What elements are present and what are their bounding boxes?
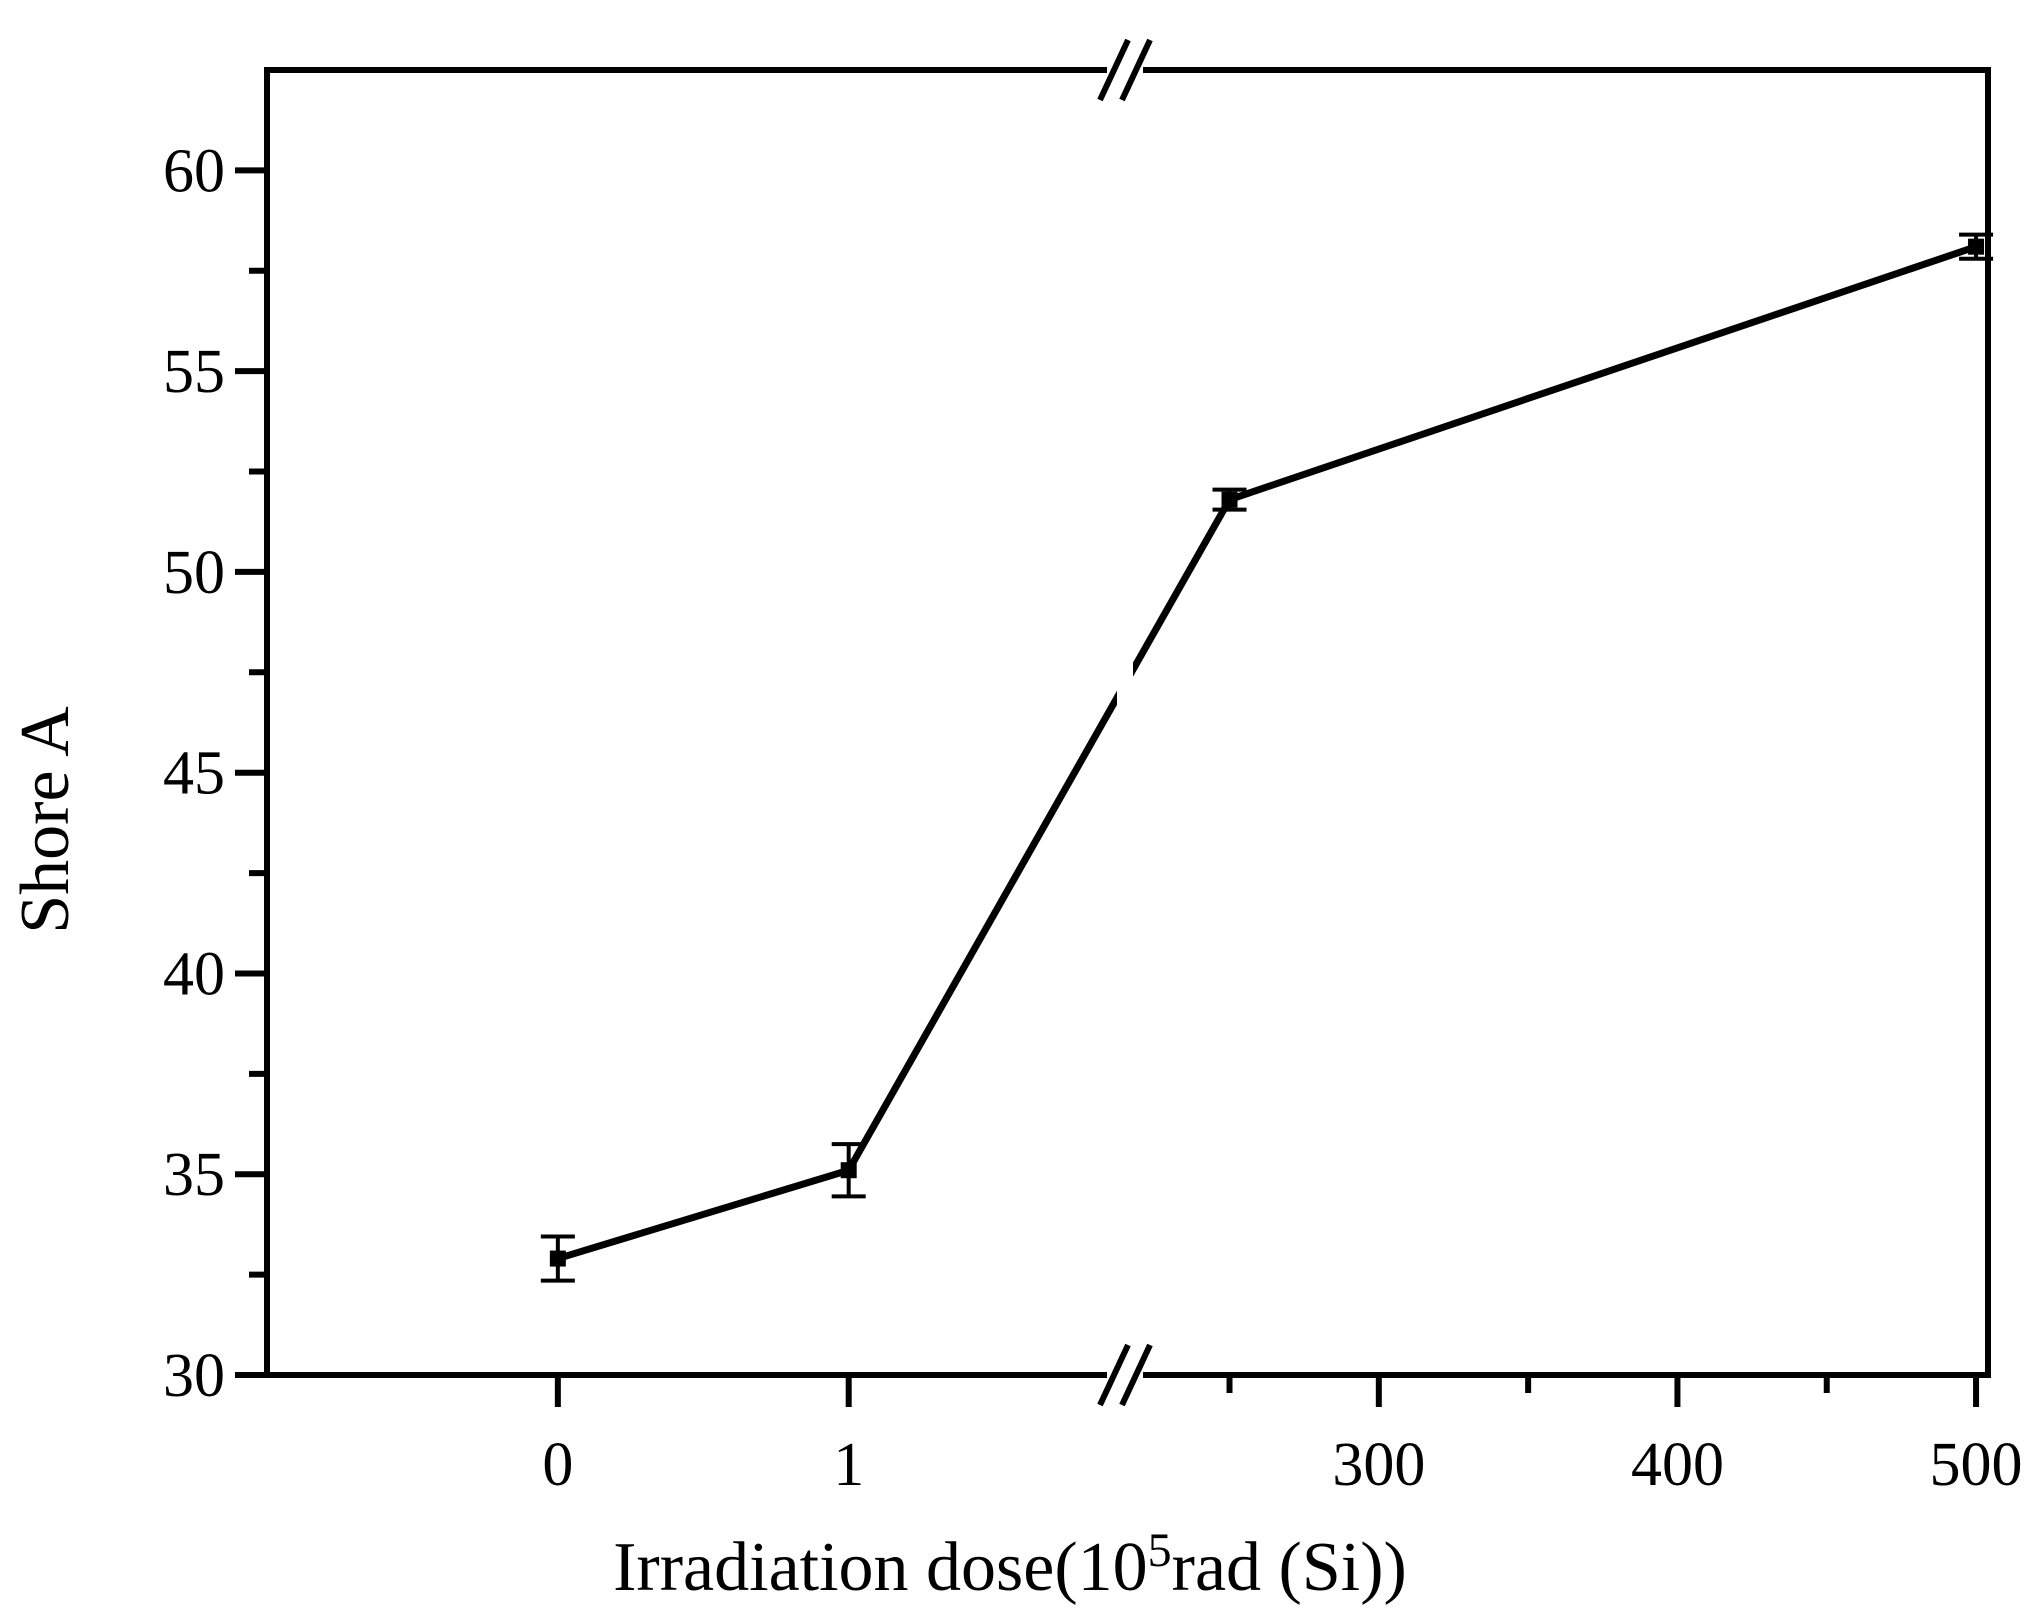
x-axis-title: Irradiation dose(105rad (Si)) <box>613 1524 1407 1606</box>
x-tick-label: 500 <box>1930 1431 2023 1499</box>
series-line-segment <box>845 497 1233 1172</box>
axis-break-mark-top-1 <box>1119 38 1153 102</box>
y-tick-label: 35 <box>163 1141 225 1209</box>
x-axis-title-superscript: 5 <box>1148 1524 1172 1577</box>
axis-break-mark-bottom-1 <box>1119 1343 1153 1407</box>
line-break-gap <box>1117 652 1133 753</box>
y-tick-label: 45 <box>163 740 225 808</box>
y-tick-label: 60 <box>163 137 225 205</box>
data-point-marker <box>1968 238 1985 255</box>
x-tick-label: 300 <box>1332 1431 1425 1499</box>
series-line-segment <box>556 1166 850 1262</box>
x-tick-label: 400 <box>1631 1431 1724 1499</box>
data-point-marker <box>840 1162 857 1179</box>
y-axis-title: Shore A <box>7 706 84 934</box>
axis-break-mark-bottom-0 <box>1097 1343 1131 1407</box>
y-tick-label: 50 <box>163 539 225 607</box>
x-axis-title-suffix: rad (Si)) <box>1172 1529 1407 1606</box>
x-tick-label: 1 <box>833 1431 864 1499</box>
y-tick-label: 40 <box>163 940 225 1008</box>
series-line-segment <box>1228 243 1978 503</box>
labels-layer: Shore A Irradiation dose(105rad (Si)) 30… <box>7 137 2023 1606</box>
x-axis-title-prefix: Irradiation dose(10 <box>613 1529 1148 1606</box>
axis-break-mark-top-0 <box>1097 38 1131 102</box>
axes-layer <box>235 38 1991 1407</box>
data-point-marker <box>549 1250 566 1267</box>
x-tick-label: 0 <box>542 1431 573 1499</box>
series-layer <box>540 232 1994 1283</box>
y-tick-label: 55 <box>163 338 225 406</box>
data-point-marker <box>1221 491 1238 508</box>
y-tick-label: 30 <box>163 1342 225 1410</box>
